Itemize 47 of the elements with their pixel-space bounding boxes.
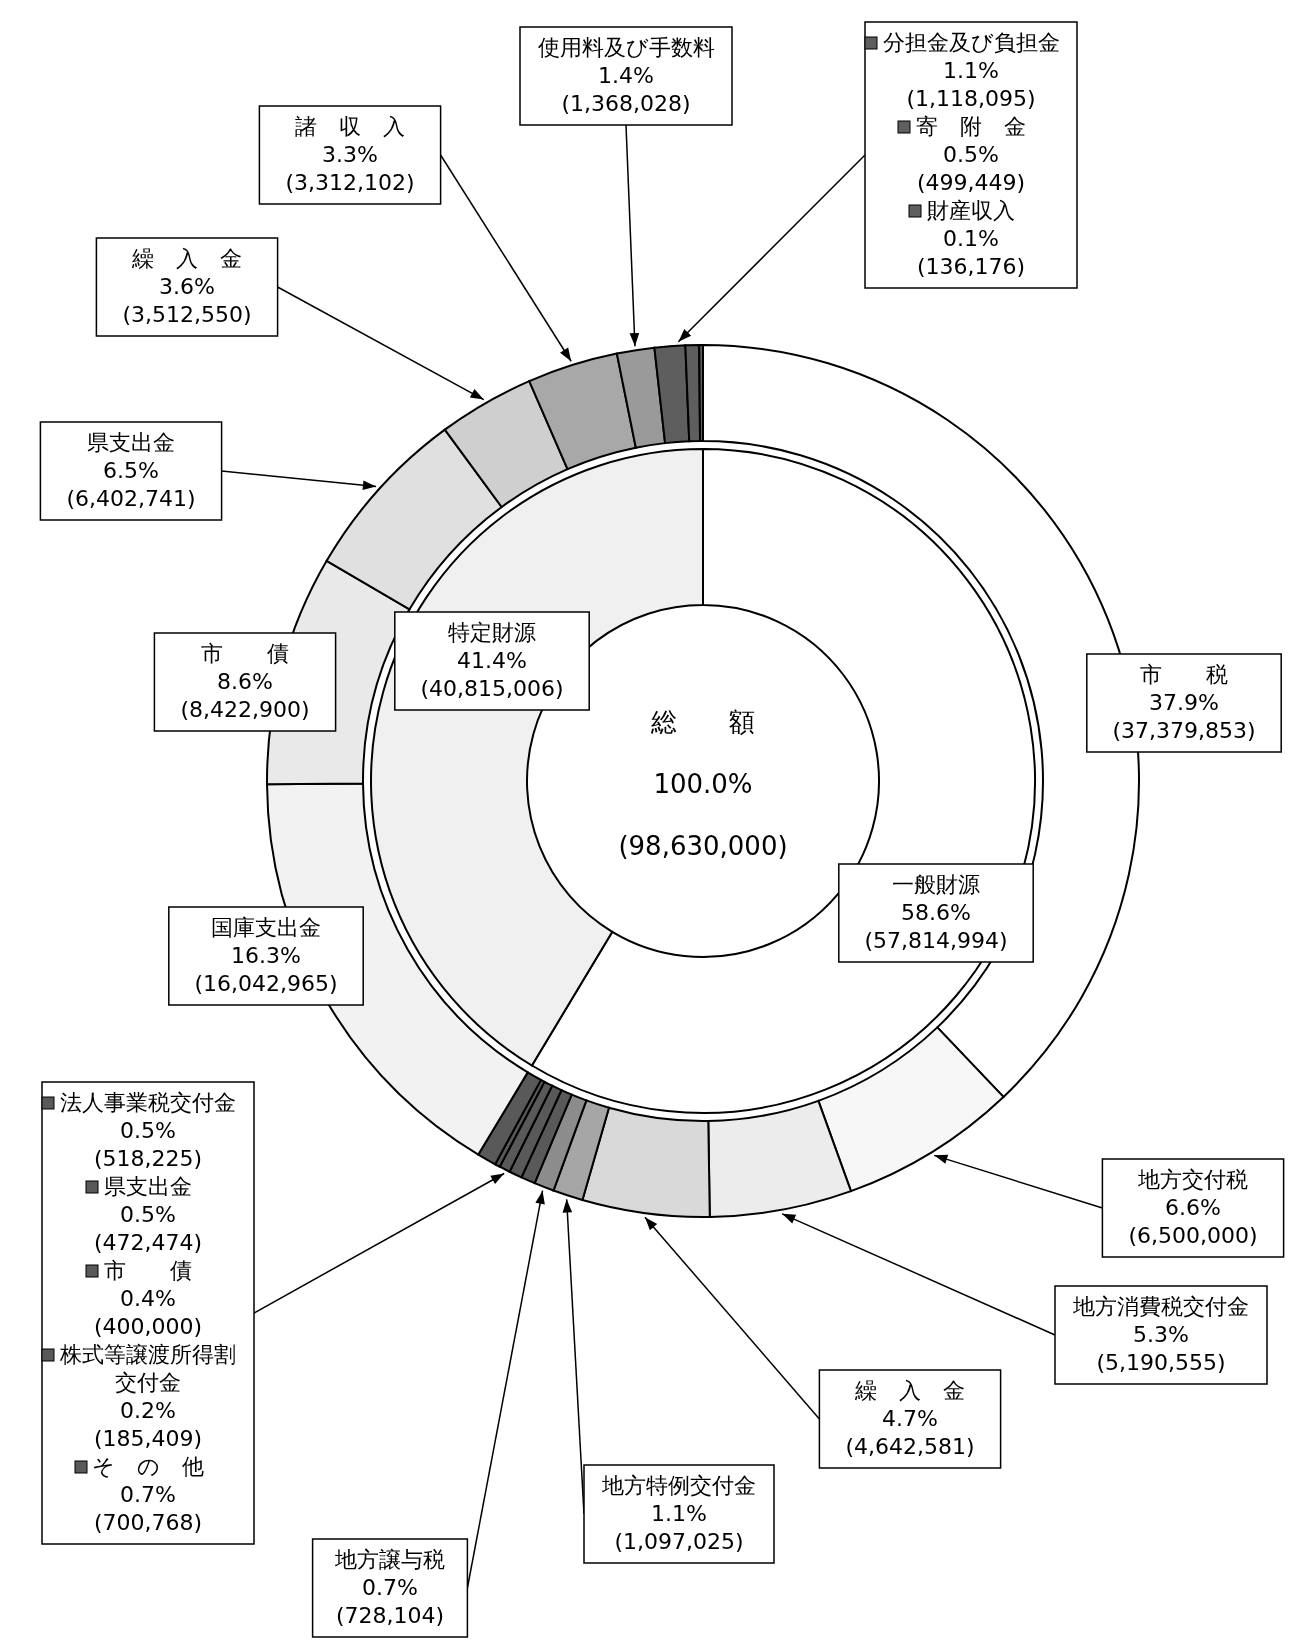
data-label: 41.4% (40,815,006) — [420, 648, 564, 701]
data-label: 0.7% (728,104) — [335, 1575, 445, 1628]
legend-label: 法人事業税交付金 — [60, 1090, 236, 1115]
data-label: 0.1% (136,176) — [916, 226, 1026, 279]
text: (98,630,000) — [618, 831, 788, 861]
data-label: 37.9% (37,379,853) — [1112, 690, 1256, 743]
legend-label: 寄 附 金 — [916, 114, 1026, 139]
slice-label: 県支出金 — [87, 430, 175, 455]
legend-label: 分担金及び負担金 — [882, 30, 1060, 55]
slice-label: 諸 収 入 — [295, 114, 405, 139]
data-label: 0.5% (518,225) — [93, 1118, 203, 1171]
data-label: 0.7% (700,768) — [93, 1482, 203, 1535]
slice-label: 一般財源 — [892, 872, 980, 897]
data-label: 6.5% (6,402,741) — [66, 458, 196, 511]
data-label: 0.5% (499,449) — [916, 142, 1026, 195]
data-label: 6.6% (6,500,000) — [1128, 1195, 1258, 1248]
slice-label: 地方交付税 — [1137, 1167, 1248, 1192]
legend-label: 財産収入 — [927, 198, 1015, 223]
data-label: 8.6% (8,422,900) — [180, 669, 310, 722]
slice-label: 特定財源 — [448, 620, 536, 645]
data-label: 1.1% (1,097,025) — [614, 1501, 744, 1554]
data-label: 0.5% (472,474) — [93, 1202, 203, 1255]
data-label: 1.4% (1,368,028) — [561, 63, 691, 116]
legend-label: 株式等譲渡所得割交付金 — [59, 1342, 236, 1395]
slice-label: 市 債 — [201, 641, 289, 666]
data-label: 1.1% (1,118,095) — [906, 58, 1036, 111]
data-label: 5.3% (5,190,555) — [1096, 1322, 1226, 1375]
slice-label: 繰 入 金 — [854, 1378, 965, 1403]
slice-label: 繰 入 金 — [131, 246, 242, 271]
data-label: 0.2% (185,409) — [93, 1398, 203, 1451]
slice-label: 国庫支出金 — [211, 915, 321, 940]
slice-label: 地方消費税交付金 — [1072, 1294, 1249, 1319]
text: 100.0% — [653, 769, 753, 799]
slice-label: 市 税 — [1140, 662, 1228, 687]
text: 総 額 — [650, 707, 755, 737]
data-label: 0.4% (400,000) — [93, 1286, 203, 1339]
data-label: 4.7% (4,642,581) — [845, 1406, 975, 1459]
legend-label: 県支出金 — [104, 1174, 192, 1199]
legend-label: 市 債 — [104, 1258, 192, 1283]
legend-label: そ の 他 — [92, 1454, 204, 1479]
slice-label: 地方特例交付金 — [601, 1473, 756, 1498]
data-label: 3.6% (3,512,550) — [122, 274, 252, 327]
data-label: 3.3% (3,312,102) — [285, 142, 415, 195]
data-label: 58.6% (57,814,994) — [864, 900, 1008, 953]
slice-label: 地方譲与税 — [334, 1547, 445, 1572]
slice-label: 使用料及び手数料 — [537, 35, 715, 60]
data-label: 16.3% (16,042,965) — [194, 943, 338, 996]
